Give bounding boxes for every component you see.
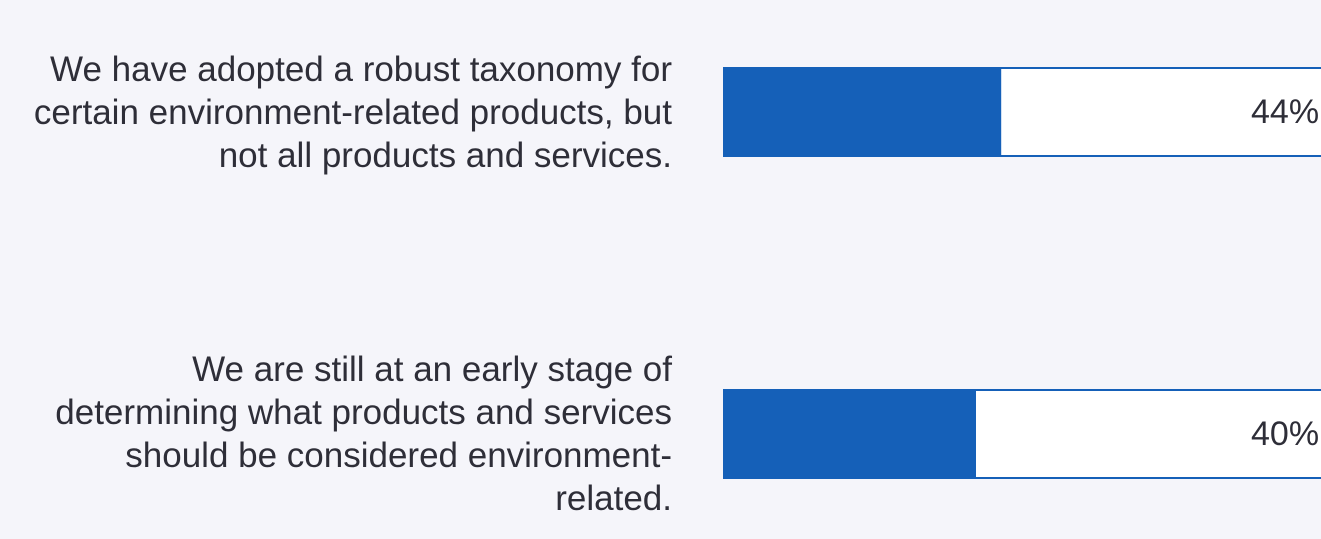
bar [724, 390, 976, 478]
category-label: We have adopted a robust taxonomy for ce… [33, 49, 672, 175]
value-label: 40% [1251, 415, 1319, 453]
bar [724, 68, 1002, 156]
value-label: 44% [1251, 93, 1319, 131]
category-label: We are still at an early stage of determ… [55, 350, 672, 518]
